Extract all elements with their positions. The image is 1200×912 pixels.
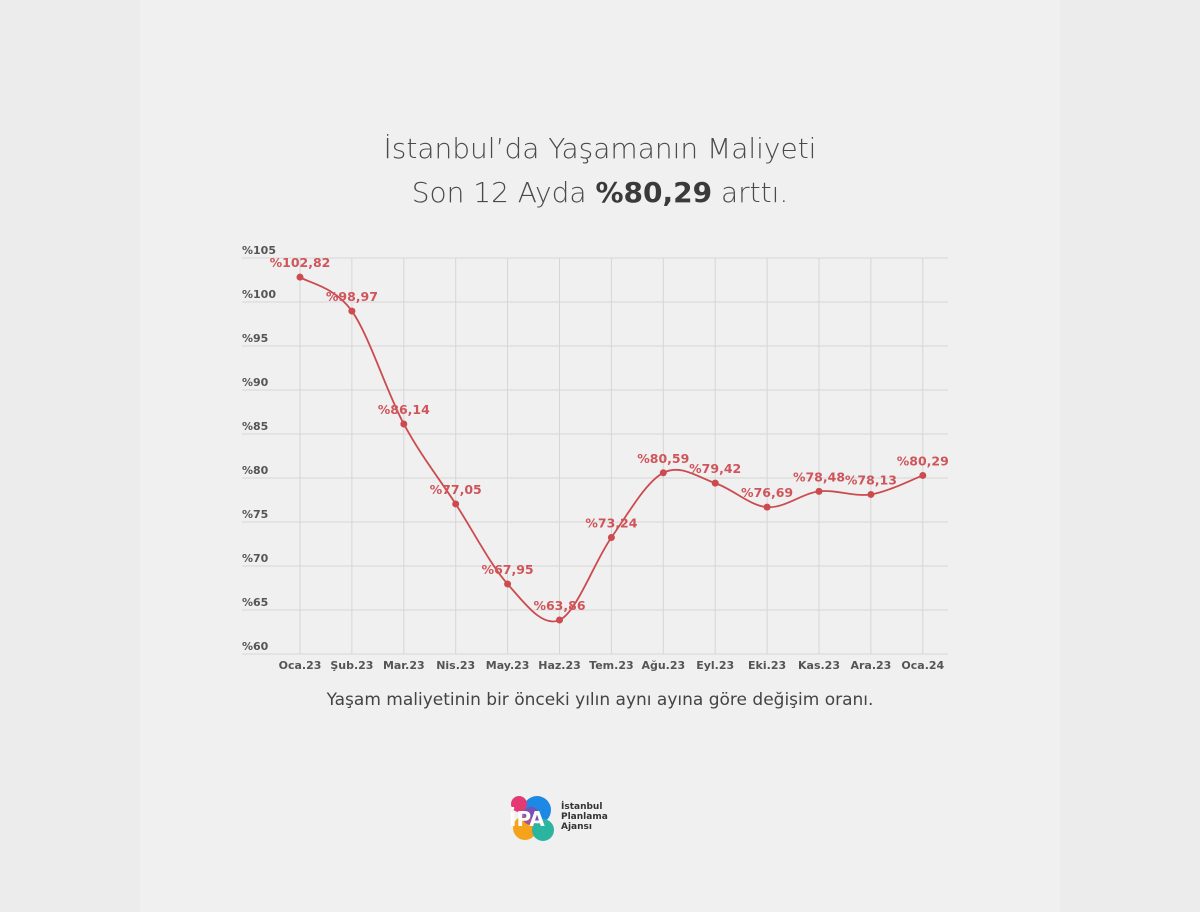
data-point xyxy=(607,533,615,541)
x-tick-label: Oca.24 xyxy=(901,659,944,672)
y-tick-label: %90 xyxy=(242,376,269,389)
data-label: %98,97 xyxy=(326,289,378,304)
x-tick-label: Nis.23 xyxy=(436,659,475,672)
y-tick-label: %100 xyxy=(242,288,276,301)
x-tick-label: Ağu.23 xyxy=(641,659,685,672)
data-label: %80,59 xyxy=(637,451,689,466)
card-background xyxy=(140,0,1060,912)
data-label: %102,82 xyxy=(270,255,331,270)
data-point xyxy=(815,487,823,495)
data-point xyxy=(348,307,356,315)
ipa-logo: İPA İstanbul Planlama Ajansı xyxy=(505,790,625,846)
x-tick-label: Haz.23 xyxy=(538,659,581,672)
data-label: %78,48 xyxy=(793,469,845,484)
y-tick-label: %85 xyxy=(242,420,268,433)
data-label: %86,14 xyxy=(378,402,430,417)
chart-title-line2: Son 12 Ayda %80,29 arttı. xyxy=(411,176,789,209)
data-point xyxy=(452,500,460,508)
x-tick-label: Eyl.23 xyxy=(696,659,734,672)
data-point xyxy=(763,503,771,511)
x-tick-label: Mar.23 xyxy=(383,659,425,672)
data-point xyxy=(400,420,408,428)
x-tick-label: Tem.23 xyxy=(589,659,633,672)
y-tick-label: %70 xyxy=(242,552,269,565)
data-point xyxy=(867,490,875,498)
chart-title-line1: İstanbul’da Yaşamanın Maliyeti xyxy=(383,132,817,165)
data-label: %63,86 xyxy=(533,598,585,613)
data-point xyxy=(556,616,563,624)
y-tick-label: %80 xyxy=(242,464,269,477)
chart-caption: Yaşam maliyetinin bir önceki yılın aynı … xyxy=(326,690,874,710)
x-tick-label: May.23 xyxy=(486,659,530,672)
y-tick-label: %75 xyxy=(242,508,268,521)
data-label: %77,05 xyxy=(430,482,482,497)
x-tick-label: Oca.23 xyxy=(279,659,322,672)
highlight-value: %80,29 xyxy=(595,176,713,209)
data-label: %78,13 xyxy=(845,472,897,487)
data-label: %79,42 xyxy=(689,461,741,476)
svg-text:İPA: İPA xyxy=(509,807,545,831)
data-point xyxy=(659,469,667,477)
y-tick-label: %105 xyxy=(242,244,276,257)
x-tick-label: Kas.23 xyxy=(798,659,840,672)
y-tick-label: %65 xyxy=(242,596,268,609)
data-point xyxy=(296,273,304,281)
series-line xyxy=(299,276,924,623)
x-tick-label: Şub.23 xyxy=(330,659,373,672)
data-point xyxy=(919,471,927,479)
ipa-logo-icon: İPA xyxy=(509,796,554,841)
data-label: %76,69 xyxy=(741,485,793,500)
data-point xyxy=(504,580,512,588)
x-tick-label: Ara.23 xyxy=(850,659,891,672)
data-label: %67,95 xyxy=(482,562,534,577)
data-label: %73,24 xyxy=(585,515,637,530)
x-tick-label: Eki.23 xyxy=(748,659,786,672)
data-point xyxy=(711,479,719,487)
y-tick-label: %95 xyxy=(242,332,268,345)
y-tick-label: %60 xyxy=(242,640,269,653)
logo-text: İstanbul Planlama Ajansı xyxy=(561,802,608,832)
data-label: %80,29 xyxy=(897,453,949,468)
